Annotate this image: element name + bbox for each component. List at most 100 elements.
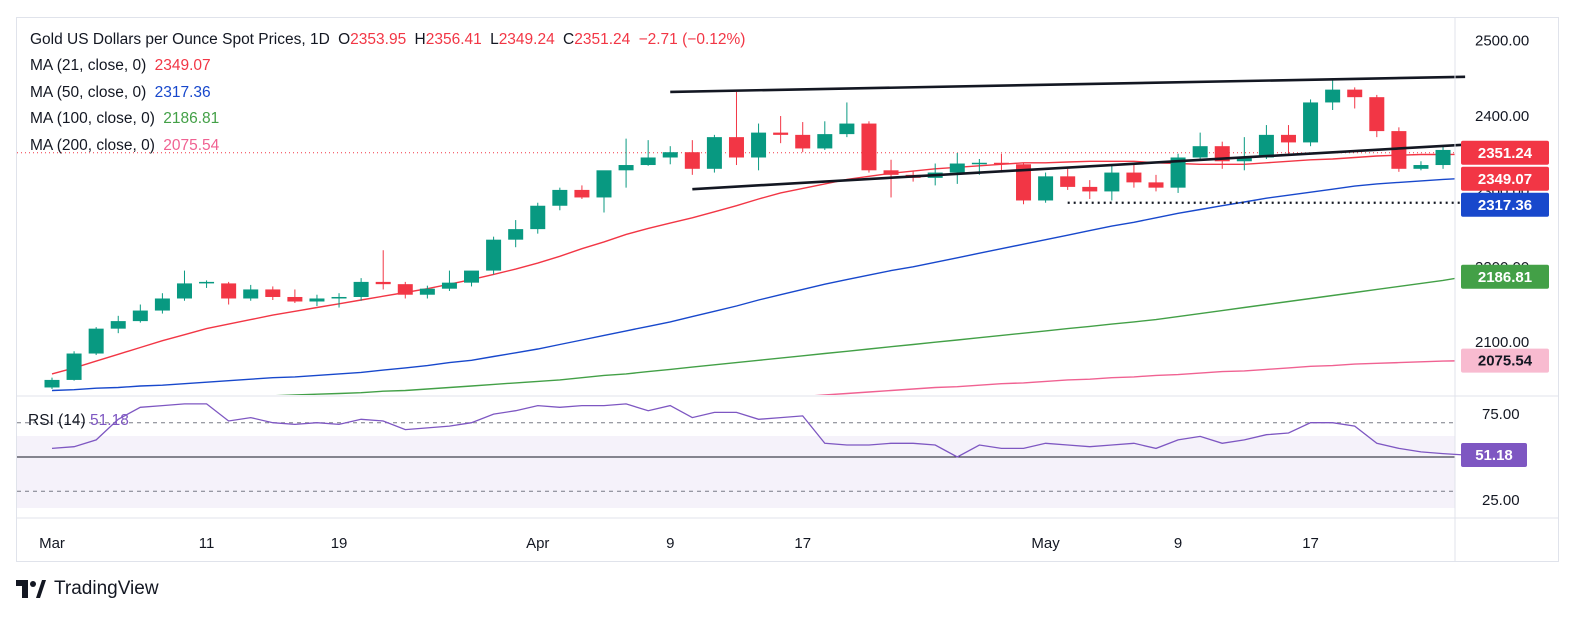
- candle[interactable]: [66, 351, 82, 381]
- candle[interactable]: [949, 152, 965, 184]
- trendline-1[interactable]: [670, 75, 1466, 94]
- candle-body: [88, 328, 104, 354]
- chart-frame: [16, 17, 1559, 562]
- candle[interactable]: [861, 121, 877, 173]
- rsi-legend[interactable]: RSI (14) 51.18: [28, 412, 129, 430]
- candle[interactable]: [243, 284, 259, 301]
- high-label: H: [414, 31, 426, 48]
- candle[interactable]: [1148, 174, 1164, 192]
- candle-body: [530, 205, 546, 230]
- time-label: Apr: [526, 535, 549, 552]
- candle[interactable]: [287, 289, 303, 304]
- candle[interactable]: [176, 270, 192, 301]
- candle[interactable]: [751, 123, 767, 171]
- candle[interactable]: [154, 293, 170, 314]
- candle-body: [154, 298, 170, 311]
- candle[interactable]: [397, 281, 413, 299]
- candle[interactable]: [817, 121, 833, 150]
- candle[interactable]: [419, 285, 435, 299]
- candle[interactable]: [331, 293, 347, 308]
- candle[interactable]: [684, 140, 700, 175]
- candle[interactable]: [1104, 165, 1120, 201]
- candle[interactable]: [1192, 132, 1208, 161]
- ma200-legend[interactable]: MA (200, close, 0) 2075.54: [30, 137, 223, 155]
- tradingview-logo-text: TradingView: [54, 578, 159, 599]
- candle-body: [1369, 97, 1385, 132]
- candle[interactable]: [1435, 146, 1451, 169]
- rsi-price-label-box: [1461, 442, 1527, 467]
- candle-body: [751, 132, 767, 158]
- candle-body: [883, 170, 899, 175]
- ma21-legend[interactable]: MA (21, close, 0) 2349.07: [30, 57, 215, 75]
- symbol-title: Gold US Dollars per Ounce Spot Prices, 1…: [30, 31, 330, 48]
- candle-body: [1258, 134, 1274, 158]
- price-label-text: 2317.36: [1478, 197, 1532, 214]
- candle[interactable]: [728, 91, 744, 166]
- rsi-tick-label: 25.00: [1482, 492, 1520, 509]
- time-label: 9: [1174, 535, 1182, 552]
- candle[interactable]: [309, 294, 325, 307]
- candle[interactable]: [464, 270, 480, 287]
- candle-body: [861, 123, 877, 171]
- candle[interactable]: [839, 102, 855, 138]
- candle[interactable]: [1303, 99, 1319, 147]
- candle[interactable]: [1258, 125, 1274, 159]
- candle-body: [684, 152, 700, 169]
- candle-body: [1170, 157, 1186, 188]
- candle[interactable]: [508, 220, 524, 248]
- price-label: 2075.54: [1461, 348, 1549, 373]
- candle[interactable]: [1369, 94, 1385, 138]
- candle[interactable]: [1126, 162, 1142, 188]
- candle[interactable]: [110, 315, 126, 334]
- candle-body: [353, 281, 369, 297]
- candle[interactable]: [993, 153, 1009, 173]
- candle[interactable]: [132, 304, 148, 323]
- candle-body: [1391, 131, 1407, 169]
- candle[interactable]: [1413, 161, 1429, 171]
- time-label: May: [1031, 535, 1060, 552]
- candle[interactable]: [640, 140, 656, 166]
- candle[interactable]: [88, 327, 104, 356]
- candle-body: [706, 137, 722, 169]
- candle[interactable]: [662, 146, 678, 165]
- candle[interactable]: [221, 281, 237, 305]
- candle[interactable]: [552, 187, 568, 211]
- ma50-legend[interactable]: MA (50, close, 0) 2317.36: [30, 84, 215, 102]
- candle[interactable]: [375, 250, 391, 290]
- time-label: 19: [331, 535, 348, 552]
- candle-body: [1016, 164, 1032, 201]
- candle-body: [640, 157, 656, 166]
- candle[interactable]: [706, 134, 722, 173]
- candle[interactable]: [1325, 78, 1341, 110]
- candle-body: [287, 296, 303, 302]
- candle[interactable]: [530, 202, 546, 234]
- candle[interactable]: [353, 278, 369, 301]
- candle[interactable]: [1082, 180, 1098, 199]
- tradingview-logo[interactable]: TradingView: [16, 578, 159, 600]
- candle[interactable]: [773, 116, 789, 144]
- rsi-price-label: 51.18: [1461, 442, 1527, 467]
- ma100-legend[interactable]: MA (100, close, 0) 2186.81: [30, 110, 223, 128]
- candle[interactable]: [1038, 172, 1054, 203]
- candle[interactable]: [441, 270, 457, 291]
- candle[interactable]: [265, 286, 281, 300]
- candle[interactable]: [618, 138, 634, 188]
- ma100-label: MA (100, close, 0): [30, 110, 155, 127]
- close-value: 2351.24: [574, 31, 631, 48]
- candle[interactable]: [1236, 137, 1252, 171]
- candle-body: [464, 270, 480, 283]
- candle[interactable]: [486, 236, 502, 275]
- ma200-label: MA (200, close, 0): [30, 137, 155, 154]
- candle[interactable]: [1347, 87, 1363, 109]
- candle[interactable]: [44, 377, 60, 389]
- candle[interactable]: [596, 170, 612, 213]
- candle[interactable]: [199, 280, 215, 288]
- candle[interactable]: [1280, 125, 1296, 154]
- time-label: Mar: [39, 535, 65, 552]
- candle[interactable]: [795, 122, 811, 153]
- trendline-2[interactable]: [692, 143, 1466, 191]
- ma200-line: [814, 360, 1455, 395]
- candle[interactable]: [574, 185, 590, 199]
- candle[interactable]: [1060, 168, 1076, 190]
